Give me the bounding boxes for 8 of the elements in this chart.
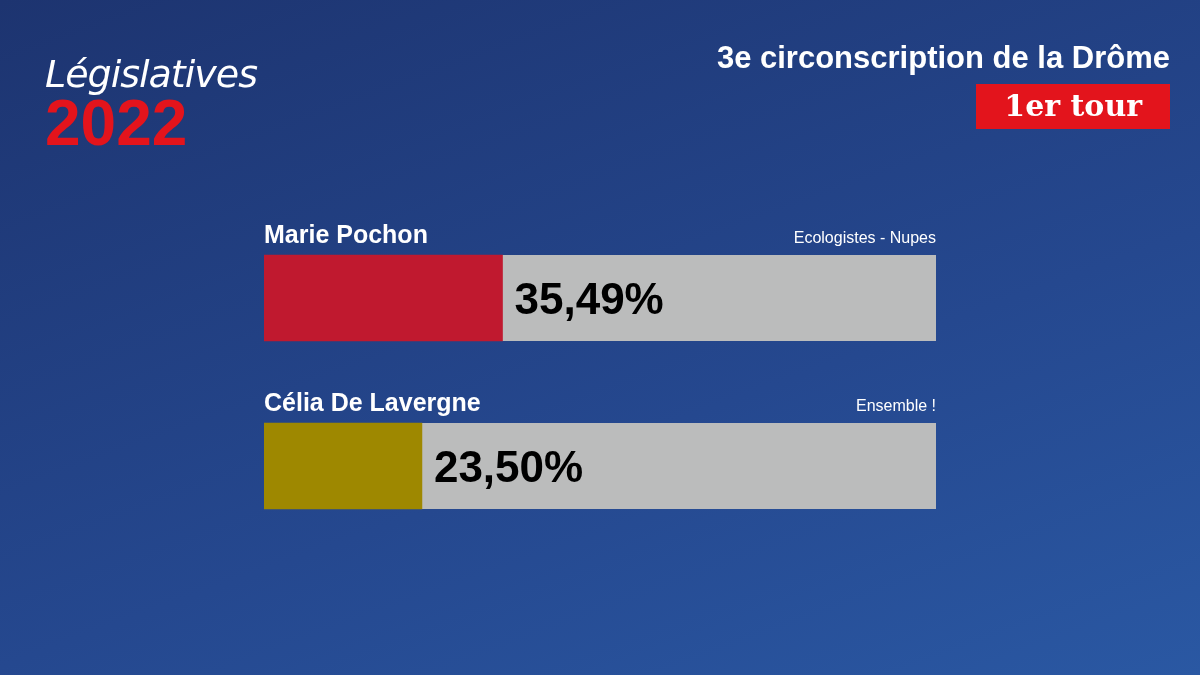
annotation: Ecologistes - Nupes	[793, 229, 936, 247]
chart-title: 3e circonscription de la Drôme	[716, 40, 1170, 76]
y-tick-label: Célia De Lavergne	[264, 388, 481, 417]
data-label: 35,49%	[514, 274, 664, 324]
data-label: 23,50%	[433, 442, 584, 492]
annotation: Ensemble !	[855, 397, 936, 415]
y-tick-label: Marie Pochon	[264, 220, 428, 249]
text: 1er tour	[976, 84, 1170, 129]
